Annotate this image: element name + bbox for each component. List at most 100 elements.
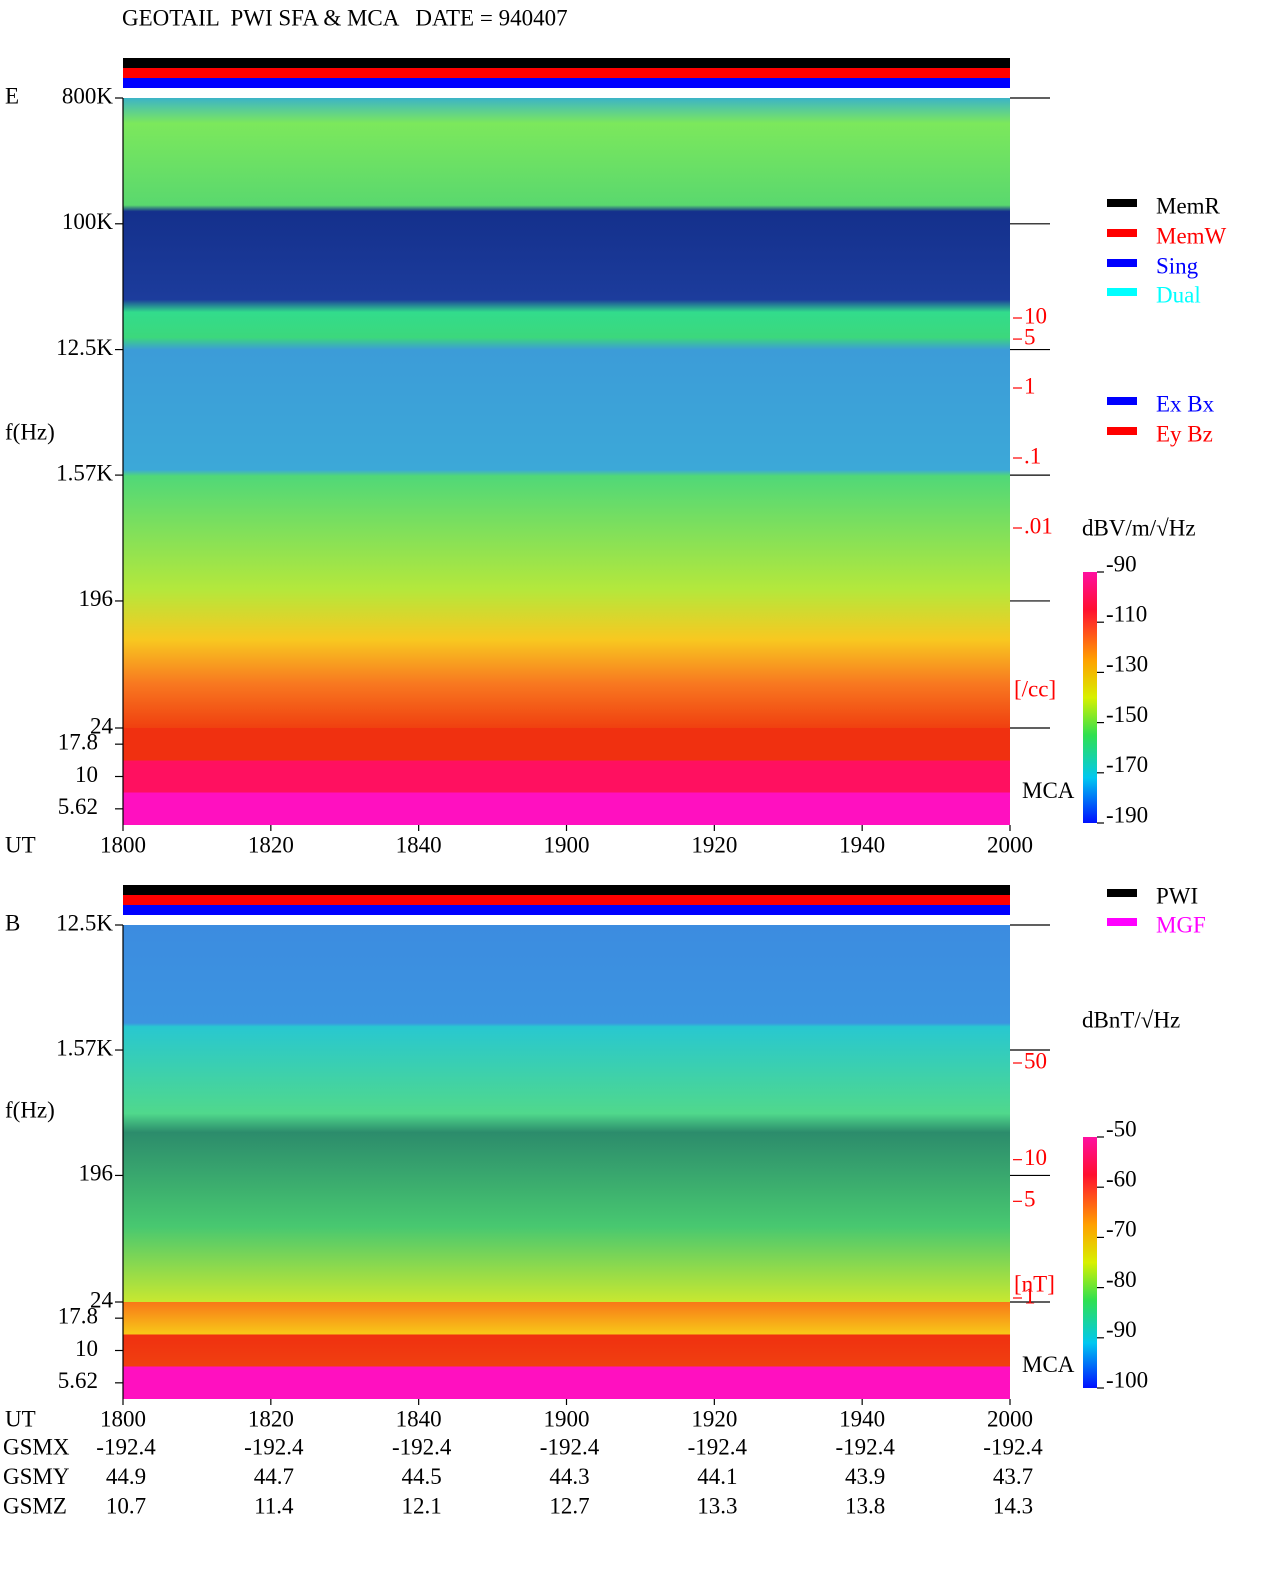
mca-channel-label: 5.62: [58, 794, 98, 819]
mca-channel-label: 5.62: [58, 1368, 98, 1393]
x-tick-label: 1920: [691, 1406, 737, 1431]
mca-image: [123, 1302, 1010, 1399]
colorbar: [1083, 572, 1097, 823]
status-bar: [123, 905, 1010, 915]
mca-label: MCA: [1022, 1352, 1075, 1377]
legend-label: Ex Bx: [1156, 391, 1215, 416]
y2-tick-label: .1: [1024, 443, 1041, 468]
y-tick-label: 24: [90, 1287, 114, 1312]
y2-tick-label: 1: [1024, 373, 1036, 398]
colorbar-tick-label: -60: [1106, 1166, 1137, 1191]
y-tick-label: 800K: [62, 83, 114, 108]
x-tick-label: 1900: [544, 1406, 590, 1431]
legend-swatch: [1107, 229, 1137, 237]
mca-channel-label: 17.8: [58, 729, 98, 754]
status-bar: [123, 68, 1010, 78]
y-axis-label: f(Hz): [5, 419, 55, 444]
colorbar-tick-label: -170: [1106, 752, 1148, 777]
legend-label: Sing: [1156, 253, 1199, 278]
x-tick-label: 2000: [987, 832, 1033, 857]
y2-tick-label: 1: [1024, 1283, 1036, 1308]
x-tick-label: 1800: [100, 832, 146, 857]
orbit-value: 11.4: [254, 1493, 294, 1518]
x-axis-label: UT: [5, 832, 36, 857]
orbit-value: 12.7: [549, 1493, 589, 1518]
colorbar-tick-label: -110: [1106, 601, 1147, 626]
legend-swatch: [1107, 889, 1137, 897]
orbit-value: -192.4: [688, 1434, 748, 1459]
y-tick-label: 196: [79, 586, 114, 611]
colorbar-tick-label: -130: [1106, 652, 1148, 677]
orbit-value: -192.4: [540, 1434, 600, 1459]
x-tick-label: 1840: [396, 1406, 442, 1431]
x-tick-label: 1840: [396, 832, 442, 857]
orbit-value: 13.8: [845, 1493, 885, 1518]
y-tick-label: 24: [90, 713, 114, 738]
y2-tick-label: 50: [1024, 1048, 1047, 1073]
legend-label: MemW: [1156, 223, 1227, 248]
status-bar: [123, 885, 1010, 895]
orbit-value: 14.3: [993, 1493, 1033, 1518]
orbit-value: 44.5: [402, 1464, 442, 1489]
colorbar: [1083, 1137, 1097, 1388]
status-bar: [123, 78, 1010, 88]
legend-label: Dual: [1156, 282, 1201, 307]
colorbar-tick-label: -50: [1106, 1116, 1137, 1141]
orbit-value: 44.3: [549, 1464, 589, 1489]
x-tick-label: 2000: [987, 1406, 1033, 1431]
legend-swatch: [1107, 918, 1137, 926]
orbit-value: 44.1: [697, 1464, 737, 1489]
orbit-value: -192.4: [392, 1434, 452, 1459]
legend-label: MGF: [1156, 912, 1206, 937]
y2-axis-label: [nT]: [1014, 1271, 1055, 1296]
spectrogram-image: [123, 925, 1010, 1302]
y2-tick-label: .01: [1024, 513, 1053, 538]
orbit-value: -192.4: [983, 1434, 1043, 1459]
legend-swatch: [1107, 397, 1137, 405]
orbit-value: -192.4: [835, 1434, 895, 1459]
x-tick-label: 1920: [691, 832, 737, 857]
orbit-value: -192.4: [96, 1434, 156, 1459]
colorbar-tick-label: -70: [1106, 1217, 1137, 1242]
y-tick-label: 100K: [62, 209, 114, 234]
mca-image: [123, 728, 1010, 825]
legend-swatch: [1107, 259, 1137, 267]
y2-tick-label: 5: [1024, 1187, 1036, 1212]
y-tick-label: 1.57K: [56, 460, 113, 485]
y2-tick-label: 10: [1024, 303, 1047, 328]
panel-label: E: [5, 83, 19, 108]
legend-swatch: [1107, 288, 1137, 296]
mca-channel-label: 10: [75, 1336, 98, 1361]
spectrogram-image: [123, 98, 1010, 728]
orbit-value: 43.9: [845, 1464, 885, 1489]
y-tick-label: 12.5K: [56, 335, 113, 360]
orbit-value: 43.7: [993, 1464, 1033, 1489]
colorbar-tick-label: -190: [1106, 802, 1148, 827]
title: GEOTAIL PWI SFA & MCA DATE = 940407: [122, 5, 568, 30]
x-tick-label: 1940: [839, 1406, 885, 1431]
y-tick-label: 1.57K: [56, 1035, 113, 1060]
colorbar-tick-label: -90: [1106, 1317, 1137, 1342]
legend-swatch: [1107, 427, 1137, 435]
colorbar-tick-label: -90: [1106, 551, 1137, 576]
y-tick-label: 196: [79, 1161, 114, 1186]
x-tick-label: 1820: [248, 832, 294, 857]
status-bar: [123, 895, 1010, 905]
colorbar-label: dBV/m/√Hz: [1082, 515, 1196, 540]
mca-label: MCA: [1022, 778, 1075, 803]
y-tick-label: 12.5K: [56, 910, 113, 935]
mca-channel-label: 17.8: [58, 1303, 98, 1328]
x-tick-label: 1900: [544, 832, 590, 857]
orbit-row-label: GSMX: [3, 1434, 70, 1459]
orbit-row-label: GSMZ: [3, 1493, 67, 1518]
orbit-value: -192.4: [244, 1434, 304, 1459]
status-bar: [123, 58, 1010, 68]
x-tick-label: 1820: [248, 1406, 294, 1431]
colorbar-label: dBnT/√Hz: [1082, 1007, 1180, 1032]
legend-swatch: [1107, 199, 1137, 207]
orbit-value: 44.7: [254, 1464, 294, 1489]
x-tick-label: 1940: [839, 832, 885, 857]
orbit-value: 10.7: [106, 1493, 146, 1518]
mca-channel-label: 10: [75, 762, 98, 787]
